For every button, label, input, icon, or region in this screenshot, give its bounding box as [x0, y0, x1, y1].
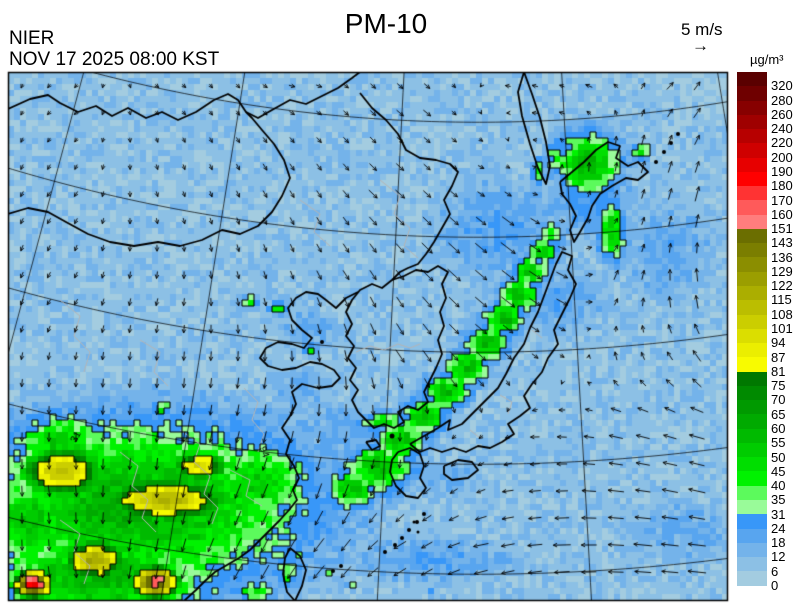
colorbar-tick-label: 240: [771, 121, 793, 137]
colorbar-tick-label: 143: [771, 235, 793, 251]
colorbar-tick-label: 70: [771, 392, 786, 408]
colorbar-segment: [737, 72, 767, 87]
colorbar-segment: [737, 499, 767, 515]
colorbar-segment: [737, 385, 767, 401]
colorbar-tick-label: 18: [771, 535, 786, 551]
colorbar-segment: [737, 228, 767, 244]
colorbar-tick-label: 160: [771, 206, 793, 222]
colorbar-tick-label: 45: [771, 463, 786, 479]
colorbar-segment: [737, 542, 767, 558]
colorbar-segment: [737, 557, 767, 572]
colorbar-tick-label: 220: [771, 135, 793, 151]
colorbar-tick-label: 87: [771, 349, 786, 365]
colorbar-segment: [737, 485, 767, 500]
colorbar-tick-label: 40: [771, 478, 786, 494]
colorbar-tick-label: 115: [771, 292, 792, 308]
colorbar-tick-label: 12: [771, 549, 786, 565]
colorbar-tick-label: 180: [771, 178, 793, 194]
colorbar-tick-label: 31: [771, 506, 786, 522]
colorbar-segment: [737, 129, 767, 144]
colorbar-segment: [737, 457, 767, 472]
colorbar-tick-label: 260: [771, 106, 793, 122]
colorbar-tick-label: 136: [771, 249, 793, 265]
colorbar-segment: [737, 328, 767, 344]
colorbar-segment: [737, 143, 767, 158]
colorbar-segment: [737, 157, 767, 172]
colorbar-units-label: µg/m³: [750, 52, 784, 67]
colorbar-segment: [737, 428, 767, 443]
colorbar-segment: [737, 314, 767, 329]
colorbar-tick-label: 151: [771, 221, 793, 237]
colorbar-segment: [737, 571, 767, 586]
colorbar-segment: [737, 371, 767, 386]
colorbar-tick-label: 280: [771, 92, 793, 108]
colorbar-segment: [737, 200, 767, 215]
colorbar-tick-label: 24: [771, 520, 786, 536]
wind-scale-label: 5 m/s: [681, 20, 723, 39]
colorbar-tick-label: 129: [771, 263, 793, 279]
colorbar-tick-label: 60: [771, 420, 786, 436]
colorbar-tick-label: 65: [771, 406, 786, 422]
wind-scale-arrow-icon: →: [692, 36, 709, 55]
colorbar-segment: [737, 186, 767, 201]
colorbar-tick-label: 170: [771, 192, 793, 208]
colorbar-segment: [737, 300, 767, 315]
colorbar-segment: [737, 528, 767, 543]
colorbar-tick-label: 35: [771, 492, 786, 508]
colorbar-segment: [737, 171, 767, 187]
colorbar-tick-label: 108: [771, 306, 793, 322]
agency-label: NIER: [9, 28, 55, 49]
colorbar-segment: [737, 357, 767, 372]
colorbar-tick-label: 101: [771, 321, 793, 336]
colorbar-segment: [737, 514, 767, 529]
colorbar-segment: [737, 243, 767, 258]
colorbar-segment: [737, 442, 767, 458]
colorbar-tick-label: 122: [771, 278, 793, 294]
colorbar-tick-label: 200: [771, 149, 793, 165]
colorbar-tick-label: 320: [771, 78, 793, 94]
colorbar: [737, 72, 767, 586]
colorbar-segment: [737, 343, 767, 358]
colorbar-segment: [737, 285, 767, 301]
colorbar-segment: [737, 86, 767, 101]
colorbar-tick-label: 81: [771, 363, 786, 379]
forecast-datetime: NOV 17 2025 08:00 KST: [9, 49, 220, 70]
colorbar-tick-label: 55: [771, 435, 786, 451]
colorbar-segment: [737, 114, 767, 130]
colorbar-tick-label: 190: [771, 163, 793, 179]
colorbar-segment: [737, 214, 767, 229]
colorbar-tick-label: 50: [771, 449, 786, 465]
colorbar-segment: [737, 471, 767, 486]
colorbar-tick-label: 94: [771, 335, 786, 351]
colorbar-segment: [737, 257, 767, 272]
colorbar-segment: [737, 100, 767, 115]
colorbar-tick-label: 6: [771, 563, 779, 579]
page-title: PM-10: [344, 8, 428, 39]
colorbar-segment: [737, 400, 767, 415]
colorbar-tick-label: 0: [771, 578, 779, 593]
colorbar-segment: [737, 414, 767, 429]
colorbar-tick-label: 75: [771, 378, 786, 394]
colorbar-segment: [737, 271, 767, 286]
